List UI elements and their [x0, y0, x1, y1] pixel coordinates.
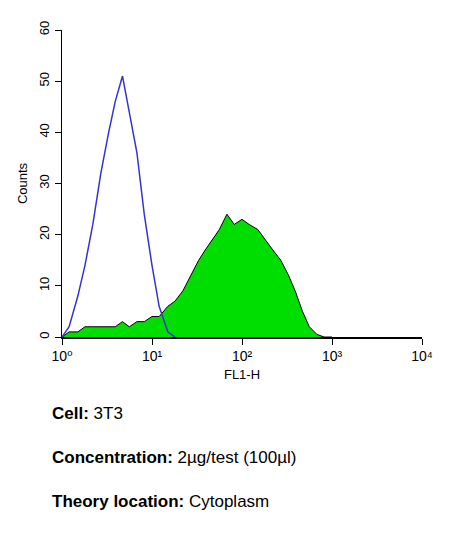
html-text:Cell: 3T3: Cell: 3T3 [52, 404, 123, 423]
svg-text:10²: 10² [232, 348, 253, 364]
svg-text:10: 10 [37, 277, 52, 291]
svg-text:0: 0 [37, 331, 52, 338]
svg-text:FL1-H: FL1-H [224, 367, 260, 382]
html-text:Theory location: Cytoplasm: Theory location: Cytoplasm [52, 492, 270, 511]
svg-text:Counts: Counts [15, 162, 30, 204]
svg-text:20: 20 [37, 225, 52, 239]
svg-text:10⁰: 10⁰ [51, 348, 73, 364]
html-text:Concentration: 2µg/test (100µl: Concentration: 2µg/test (100µl) [52, 448, 297, 467]
svg-text:10¹: 10¹ [142, 348, 163, 364]
svg-text:50: 50 [37, 72, 52, 86]
svg-text:10³: 10³ [322, 348, 343, 364]
svg-text:40: 40 [37, 123, 52, 137]
svg-text:30: 30 [37, 174, 52, 188]
svg-text:10⁴: 10⁴ [411, 348, 433, 364]
svg-text:60: 60 [37, 21, 52, 35]
